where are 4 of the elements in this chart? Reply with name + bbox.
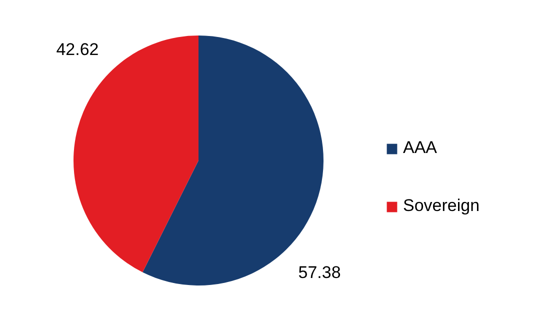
legend-label: AAA <box>403 138 438 158</box>
legend-label: Sovereign <box>403 196 480 216</box>
data-label: 42.62 <box>56 40 99 60</box>
data-label: 57.38 <box>298 262 341 282</box>
